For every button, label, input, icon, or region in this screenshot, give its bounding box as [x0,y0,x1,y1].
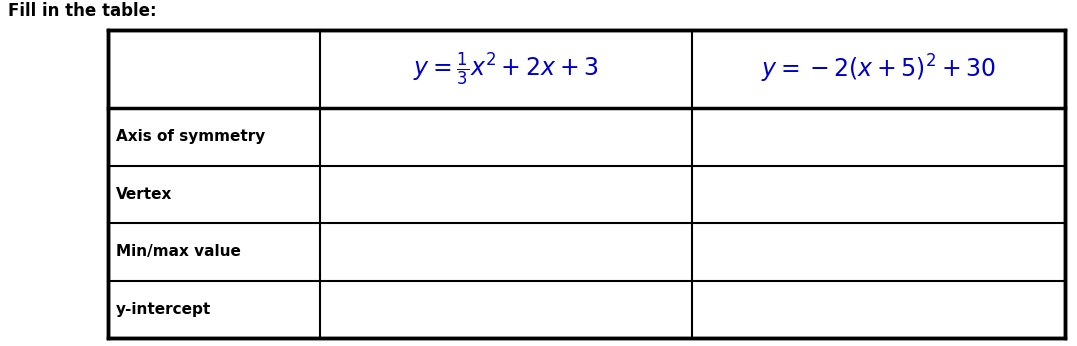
Bar [108,30,1065,338]
Text: Axis of symmetry: Axis of symmetry [116,129,265,144]
Text: Vertex: Vertex [116,187,172,202]
Text: Fill in the table:: Fill in the table: [8,2,156,20]
Text: $y = \frac{1}{3}x^2 + 2x + 3$: $y = \frac{1}{3}x^2 + 2x + 3$ [414,50,599,88]
Text: Min/max value: Min/max value [116,244,241,259]
Text: y-intercept: y-intercept [116,302,211,317]
Text: $y = -2(x+5)^2 + 30$: $y = -2(x+5)^2 + 30$ [761,53,996,85]
